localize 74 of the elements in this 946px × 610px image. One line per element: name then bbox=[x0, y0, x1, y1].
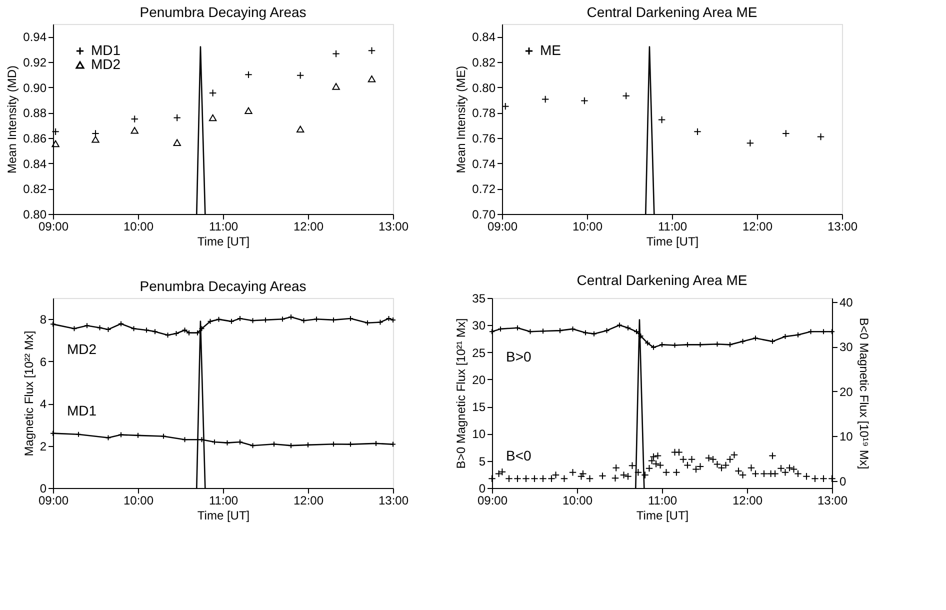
series-label: B>0 bbox=[506, 348, 532, 365]
x-tick-label: 12:00 bbox=[732, 494, 763, 508]
y-tick-label: 0.84 bbox=[23, 156, 47, 171]
y2-axis-title: B<0 Magnetic Flux [10¹⁹ Mx] bbox=[856, 318, 871, 470]
y-tick-label: 0.80 bbox=[472, 80, 496, 95]
y-tick-label: 0.72 bbox=[472, 182, 496, 196]
series-label: MD1 bbox=[67, 402, 97, 418]
y-tick-label: 15 bbox=[472, 400, 486, 414]
legend-label: MD1 bbox=[91, 42, 121, 58]
x-tick-label: 10:00 bbox=[123, 494, 154, 508]
y-tick-label: 25 bbox=[472, 346, 486, 360]
chart-title: Penumbra Decaying Areas bbox=[140, 4, 306, 20]
series-label: MD2 bbox=[67, 341, 97, 358]
chart-title: Penumbra Decaying Areas bbox=[140, 278, 306, 294]
x-tick-label: 09:00 bbox=[487, 220, 518, 234]
x-tick-label: 13:00 bbox=[378, 220, 409, 234]
y-axis-title: Mean Intensity (ME) bbox=[454, 66, 468, 174]
legend-label: MD2 bbox=[91, 56, 121, 72]
x-tick-label: 10:00 bbox=[562, 494, 593, 508]
x-tick-label: 10:00 bbox=[572, 220, 603, 234]
x-tick-label: 09:00 bbox=[38, 220, 69, 234]
x-tick-label: 11:00 bbox=[208, 220, 238, 234]
y-tick-label: 20 bbox=[472, 372, 486, 387]
y2-tick-label: 10 bbox=[840, 430, 854, 444]
series-label: B<0 bbox=[506, 448, 532, 464]
y-tick-label: 8 bbox=[40, 312, 47, 327]
y-tick-label: 0.76 bbox=[472, 132, 496, 146]
y-tick-label: 0.94 bbox=[23, 30, 47, 44]
y-tick-label: 35 bbox=[472, 292, 486, 306]
y-tick-label: 5 bbox=[478, 454, 486, 468]
x-tick-label: 09:00 bbox=[38, 494, 69, 508]
y-tick-label: 0.84 bbox=[472, 30, 496, 44]
y-tick-label: 0 bbox=[40, 482, 47, 496]
y-axis-title: Magnetic Flux [10²² Mx] bbox=[22, 330, 36, 456]
y-tick-label: 0.92 bbox=[23, 56, 47, 70]
y-tick-label: 30 bbox=[472, 318, 486, 333]
y-tick-label: 0.80 bbox=[23, 208, 47, 222]
chart-title: Central Darkening Area ME bbox=[586, 4, 758, 20]
y-tick-label: 0.74 bbox=[472, 156, 496, 171]
y-tick-label: 0.88 bbox=[23, 106, 47, 120]
x-tick-label: 13:00 bbox=[827, 220, 858, 234]
y-tick-label: 4 bbox=[40, 397, 47, 412]
y-tick-label: 0 bbox=[478, 482, 486, 496]
x-tick-label: 11:00 bbox=[658, 220, 688, 234]
y2-tick-label: 0 bbox=[840, 474, 846, 488]
x-tick-label: 11:00 bbox=[208, 494, 238, 508]
y2-tick-label: 40 bbox=[840, 296, 854, 310]
y2-tick-label: 20 bbox=[840, 384, 854, 399]
legend-label: ME bbox=[540, 42, 561, 58]
x-tick-label: 09:00 bbox=[477, 494, 508, 508]
x-tick-label: 11:00 bbox=[648, 494, 678, 508]
x-tick-label: 12:00 bbox=[293, 494, 324, 508]
y-tick-label: 0.78 bbox=[472, 106, 496, 120]
x-axis-title: Time [UT] bbox=[197, 234, 250, 248]
x-tick-label: 13:00 bbox=[378, 494, 409, 508]
y-tick-label: 6 bbox=[40, 354, 47, 369]
x-axis-title: Time [UT] bbox=[197, 508, 250, 522]
x-axis-title: Time [UT] bbox=[636, 508, 689, 522]
x-tick-label: 10:00 bbox=[123, 220, 154, 234]
y-tick-label: 0.70 bbox=[472, 208, 496, 222]
x-tick-label: 13:00 bbox=[817, 494, 848, 508]
y-tick-label: 0.82 bbox=[472, 56, 496, 70]
y-axis-title: B>0 Magnetic Flux [10²¹ Mx] bbox=[454, 318, 468, 469]
y-axis-title: Mean Intensity (MD) bbox=[5, 65, 20, 174]
y-tick-label: 0.90 bbox=[23, 80, 47, 95]
x-tick-label: 12:00 bbox=[293, 220, 324, 234]
y-tick-label: 0.86 bbox=[23, 132, 47, 146]
y-tick-label: 2 bbox=[40, 439, 47, 454]
x-tick-label: 12:00 bbox=[742, 220, 773, 234]
y-tick-label: 0.82 bbox=[23, 182, 47, 196]
y-tick-label: 10 bbox=[472, 427, 486, 442]
x-axis-title: Time [UT] bbox=[646, 234, 699, 248]
y2-tick-label: 30 bbox=[840, 340, 854, 354]
chart-title: Central Darkening Area ME bbox=[576, 272, 748, 288]
